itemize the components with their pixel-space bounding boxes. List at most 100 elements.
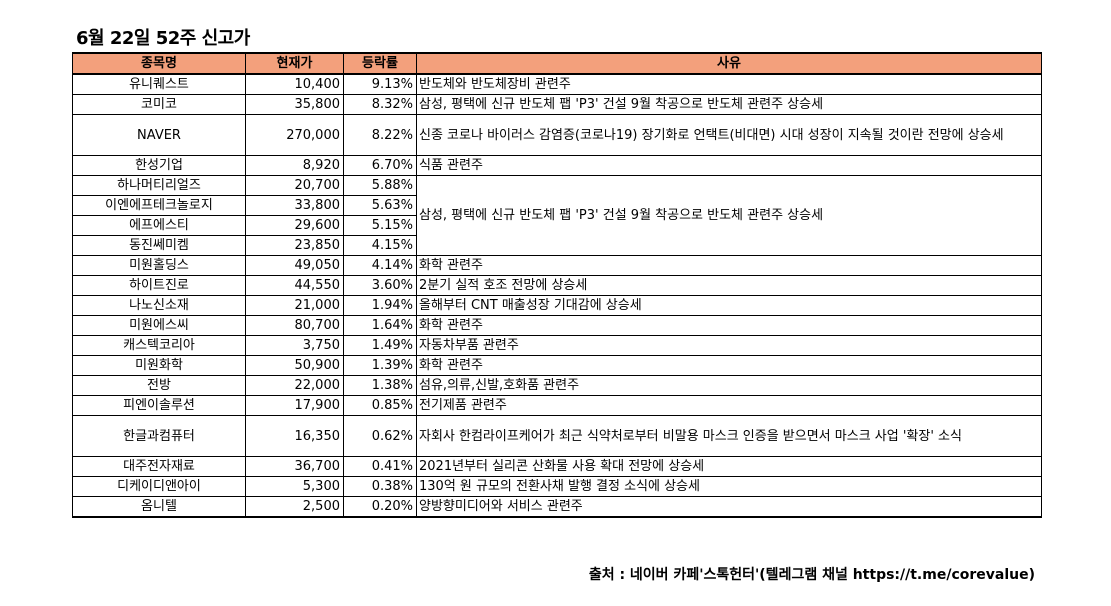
- stock-rate: 4.15%: [343, 235, 417, 256]
- stock-price: 29,600: [245, 215, 344, 236]
- stock-reason: 화학 관련주: [416, 315, 1042, 336]
- stock-rate: 5.15%: [343, 215, 417, 236]
- stock-name: 디케이디앤아이: [72, 476, 246, 497]
- stock-rate: 5.63%: [343, 195, 417, 216]
- stock-price: 270,000: [245, 114, 344, 156]
- stock-reason: 양방향미디어와 서비스 관련주: [416, 496, 1042, 518]
- stock-rate: 1.64%: [343, 315, 417, 336]
- stock-price: 20,700: [245, 175, 344, 196]
- table-row: 에프에스티 29,600 5.15%: [72, 215, 1042, 236]
- table-row: 하나머티리얼즈 20,700 5.88% 삼성, 평택에 신규 반도체 팹 'P3' …: [72, 175, 1042, 256]
- stock-price: 49,050: [245, 255, 344, 276]
- stock-name: 피엔이솔루션: [72, 395, 246, 416]
- stock-name: 하나머티리얼즈: [72, 175, 246, 196]
- table-row: 나노신소재 21,000 1.94% 올해부터 CNT 매출성장 기대감에 상승세: [72, 295, 1042, 316]
- stock-price: 23,850: [245, 235, 344, 256]
- stock-rate: 0.41%: [343, 456, 417, 477]
- stock-name: 미원에스씨: [72, 315, 246, 336]
- stock-reason: 자동차부품 관련주: [416, 335, 1042, 356]
- table-row: 미원홀딩스 49,050 4.14% 화학 관련주: [72, 255, 1042, 276]
- stock-price: 36,700: [245, 456, 344, 477]
- stock-reason: 2분기 실적 호조 전망에 상승세: [416, 275, 1042, 296]
- stock-reason: 화학 관련주: [416, 255, 1042, 276]
- table-row: 유니퀘스트 10,400 9.13% 반도체와 반도체장비 관련주: [72, 73, 1042, 95]
- table-row: 미원화학 50,900 1.39% 화학 관련주: [72, 355, 1042, 376]
- stock-price: 16,350: [245, 415, 344, 457]
- table-row: 미원에스씨 80,700 1.64% 화학 관련주: [72, 315, 1042, 336]
- page-title: 6월 22일 52주 신고가: [76, 28, 250, 49]
- stock-price: 8,920: [245, 155, 344, 176]
- stock-price: 21,000: [245, 295, 344, 316]
- stock-reason: 섬유,의류,신발,호화품 관련주: [416, 375, 1042, 396]
- stock-reason: 식품 관련주: [416, 155, 1042, 176]
- stock-reason: 삼성, 평택에 신규 반도체 팹 'P3' 건설 9월 착공으로 반도체 관련주…: [416, 175, 1042, 256]
- stock-name: 한성기업: [72, 155, 246, 176]
- stock-rate: 0.38%: [343, 476, 417, 497]
- stock-rate: 8.22%: [343, 114, 417, 156]
- stock-price: 50,900: [245, 355, 344, 376]
- header-change-rate: 등락률: [343, 52, 417, 75]
- stock-rate: 6.70%: [343, 155, 417, 176]
- header-stock-name: 종목명: [72, 52, 246, 75]
- stock-name: 나노신소재: [72, 295, 246, 316]
- stock-name: 대주전자재료: [72, 456, 246, 477]
- stock-price: 10,400: [245, 73, 344, 95]
- stock-rate: 1.39%: [343, 355, 417, 376]
- stock-reason: 화학 관련주: [416, 355, 1042, 376]
- stock-price: 22,000: [245, 375, 344, 396]
- stock-name: 한글과컴퓨터: [72, 415, 246, 457]
- new-high-table: 종목명 현재가 등락률 사유 유니퀘스트 10,400 9.13% 반도체와 반도체장…: [72, 52, 1042, 518]
- stock-price: 3,750: [245, 335, 344, 356]
- stock-reason: 2021년부터 실리콘 산화물 사용 확대 전망에 상승세: [416, 456, 1042, 477]
- stock-price: 35,800: [245, 94, 344, 115]
- stock-name: 캐스텍코리아: [72, 335, 246, 356]
- stock-rate: 9.13%: [343, 73, 417, 95]
- stock-rate: 0.62%: [343, 415, 417, 457]
- stock-price: 80,700: [245, 315, 344, 336]
- stock-reason: 삼성, 평택에 신규 반도체 팹 'P3' 건설 9월 착공으로 반도체 관련주…: [416, 94, 1042, 115]
- stock-name: 코미코: [72, 94, 246, 115]
- table-row: 대주전자재료 36,700 0.41% 2021년부터 실리콘 산화물 사용 확대 전…: [72, 456, 1042, 477]
- header-reason: 사유: [416, 52, 1042, 75]
- stock-rate: 0.85%: [343, 395, 417, 416]
- stock-rate: 0.20%: [343, 496, 417, 518]
- stock-reason: 자회사 한컴라이프케어가 최근 식약처로부터 비말용 마스크 인증을 받으면서 …: [416, 415, 1042, 457]
- table-row: 전방 22,000 1.38% 섬유,의류,신발,호화품 관련주: [72, 375, 1042, 396]
- table-row: 이엔에프테크놀로지 33,800 5.63%: [72, 195, 1042, 216]
- table-row: 옴니텔 2,500 0.20% 양방향미디어와 서비스 관련주: [72, 496, 1042, 518]
- stock-rate: 1.49%: [343, 335, 417, 356]
- stock-rate: 1.94%: [343, 295, 417, 316]
- table-row: 피엔이솔루션 17,900 0.85% 전기제품 관련주: [72, 395, 1042, 416]
- stock-rate: 8.32%: [343, 94, 417, 115]
- table-header: 종목명 현재가 등락률 사유: [72, 52, 1042, 75]
- stock-name: 에프에스티: [72, 215, 246, 236]
- stock-name: 이엔에프테크놀로지: [72, 195, 246, 216]
- stock-price: 33,800: [245, 195, 344, 216]
- stock-price: 17,900: [245, 395, 344, 416]
- stock-rate: 1.38%: [343, 375, 417, 396]
- stock-rate: 5.88%: [343, 175, 417, 196]
- stock-name: 유니퀘스트: [72, 73, 246, 95]
- stock-name: 옴니텔: [72, 496, 246, 518]
- header-price: 현재가: [245, 52, 344, 75]
- table-row: 캐스텍코리아 3,750 1.49% 자동차부품 관련주: [72, 335, 1042, 356]
- stock-name: 미원화학: [72, 355, 246, 376]
- stock-name: 미원홀딩스: [72, 255, 246, 276]
- table-row: 한성기업 8,920 6.70% 식품 관련주: [72, 155, 1042, 176]
- stock-price: 2,500: [245, 496, 344, 518]
- source-caption: 출처 : 네이버 카페'스톡헌터'(텔레그램 채널 https://t.me/c…: [588, 567, 1035, 583]
- stock-name: NAVER: [72, 114, 246, 156]
- stock-rate: 4.14%: [343, 255, 417, 276]
- stock-price: 5,300: [245, 476, 344, 497]
- stock-reason: 신종 코로나 바이러스 감염증(코로나19) 장기화로 언택트(비대면) 시대 …: [416, 114, 1042, 156]
- stock-rate: 3.60%: [343, 275, 417, 296]
- stock-price: 44,550: [245, 275, 344, 296]
- stock-reason: 전기제품 관련주: [416, 395, 1042, 416]
- stock-reason: 올해부터 CNT 매출성장 기대감에 상승세: [416, 295, 1042, 316]
- stock-name: 하이트진로: [72, 275, 246, 296]
- table-row: 하이트진로 44,550 3.60% 2분기 실적 호조 전망에 상승세: [72, 275, 1042, 296]
- stock-name: 전방: [72, 375, 246, 396]
- stock-name: 동진쎄미켐: [72, 235, 246, 256]
- stock-reason: 반도체와 반도체장비 관련주: [416, 73, 1042, 95]
- table-row: 코미코 35,800 8.32% 삼성, 평택에 신규 반도체 팹 'P3' 건설 9…: [72, 94, 1042, 115]
